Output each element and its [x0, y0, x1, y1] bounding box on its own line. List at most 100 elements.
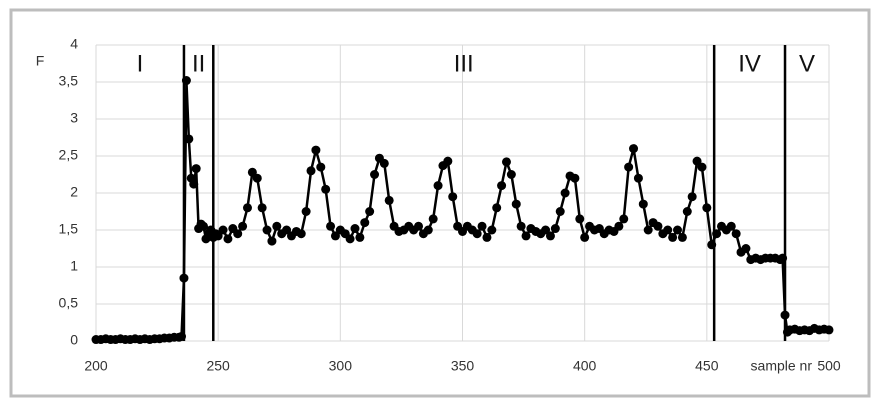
- data-point: [247, 167, 257, 177]
- data-point: [189, 179, 199, 189]
- data-point: [668, 232, 678, 242]
- data-point: [726, 221, 736, 231]
- y-tick-label: 2,5: [59, 147, 79, 163]
- data-point: [638, 199, 648, 209]
- data-point: [619, 214, 629, 224]
- data-point: [370, 170, 380, 179]
- data-point: [516, 221, 526, 231]
- data-point: [482, 232, 492, 242]
- data-point: [541, 225, 551, 235]
- data-point: [272, 221, 282, 231]
- data-point: [262, 225, 272, 235]
- x-tick-label: 500: [817, 358, 841, 374]
- data-point: [682, 207, 692, 216]
- y-tick-label: 0: [70, 332, 78, 348]
- data-point: [448, 192, 458, 202]
- data-point: [326, 221, 336, 231]
- data-point: [282, 225, 292, 235]
- data-point: [511, 199, 521, 209]
- data-point: [257, 203, 267, 213]
- region-label: V: [799, 50, 815, 77]
- data-point: [252, 173, 262, 183]
- data-point: [497, 181, 507, 191]
- data-point: [360, 218, 370, 228]
- data-point: [311, 145, 321, 155]
- y-axis-label: F: [36, 53, 45, 69]
- data-point: [580, 232, 590, 242]
- data-point: [643, 225, 653, 235]
- data-point: [306, 166, 316, 176]
- data-point: [177, 332, 187, 342]
- data-point: [673, 225, 683, 235]
- data-point: [345, 234, 355, 244]
- data-point: [218, 225, 228, 235]
- data-point: [550, 224, 560, 234]
- y-tick-label: 2: [70, 184, 78, 200]
- data-point: [780, 310, 790, 320]
- y-tick-label: 4: [70, 36, 78, 52]
- data-point: [555, 207, 565, 216]
- data-point: [423, 225, 433, 235]
- y-tick-label: 1: [70, 258, 78, 274]
- data-point: [487, 225, 497, 235]
- y-tick-label: 0,5: [59, 295, 79, 311]
- data-point: [629, 144, 639, 154]
- data-point: [379, 158, 389, 168]
- x-axis-label: sample nr: [751, 358, 813, 374]
- data-point: [316, 162, 326, 172]
- data-point: [238, 221, 248, 231]
- region-label: IV: [738, 50, 761, 77]
- data-point: [712, 229, 722, 239]
- data-point: [181, 76, 191, 86]
- data-point: [506, 170, 516, 179]
- y-tick-label: 1,5: [59, 221, 79, 237]
- data-point: [521, 231, 531, 241]
- data-point: [477, 221, 487, 231]
- data-point: [633, 173, 643, 183]
- data-point: [199, 221, 209, 231]
- data-point: [242, 203, 252, 213]
- data-point: [824, 325, 834, 335]
- data-point: [223, 234, 233, 244]
- data-point: [321, 184, 331, 194]
- data-point: [433, 181, 443, 191]
- data-point: [692, 156, 702, 166]
- x-tick-label: 350: [451, 358, 475, 374]
- data-point: [472, 229, 482, 239]
- data-point: [414, 221, 424, 231]
- data-point: [355, 232, 365, 242]
- data-point: [624, 162, 634, 172]
- data-point: [731, 229, 741, 239]
- data-point: [778, 253, 788, 263]
- frame: [9, 8, 871, 398]
- data-point: [365, 207, 375, 216]
- data-point: [184, 134, 194, 144]
- data-point: [330, 231, 340, 241]
- data-point: [677, 232, 687, 242]
- data-point: [663, 225, 673, 235]
- data-point: [653, 221, 663, 231]
- region-label: II: [192, 50, 205, 77]
- data-point: [296, 229, 306, 239]
- data-point: [741, 244, 751, 253]
- data-point: [191, 164, 201, 174]
- data-point: [702, 203, 712, 213]
- data-point: [575, 214, 585, 224]
- y-tick-label: 3: [70, 110, 78, 126]
- data-point: [492, 203, 502, 213]
- y-tick-label: 3,5: [59, 73, 79, 89]
- data-point: [179, 273, 189, 283]
- region-label: I: [137, 50, 144, 77]
- data-point: [545, 231, 555, 241]
- data-point: [350, 224, 360, 234]
- data-point: [267, 236, 277, 246]
- data-point: [428, 214, 438, 224]
- x-tick-label: 200: [84, 358, 108, 374]
- data-point: [614, 221, 624, 231]
- data-point: [570, 173, 580, 183]
- data-point: [233, 229, 243, 239]
- data-point: [443, 156, 453, 166]
- data-point: [687, 192, 697, 202]
- data-point: [697, 162, 707, 172]
